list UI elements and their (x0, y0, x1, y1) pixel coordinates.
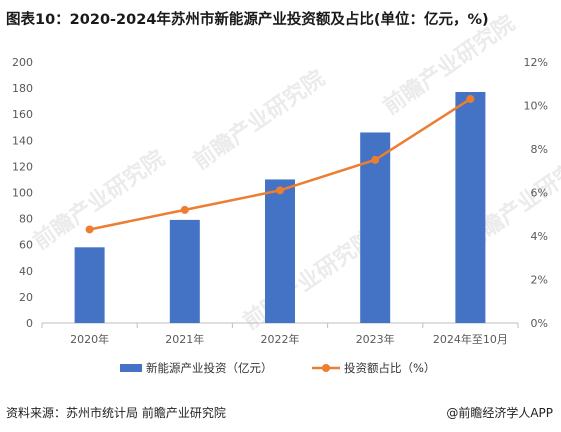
watermark-2: 前瞻产业研究院 (379, 10, 520, 120)
legend-bar-swatch (120, 364, 142, 372)
y-left-tick: 160 (12, 108, 33, 121)
line-point (371, 155, 380, 164)
chart-title: 图表10：2020-2024年苏州市新能源产业投资额及占比(单位：亿元，%) (6, 12, 489, 28)
bar (169, 219, 200, 323)
legend-bar-label: 新能源产业投资（亿元） (146, 361, 273, 375)
brand-credit: @前瞻经济学人APP (446, 406, 553, 420)
bar (455, 92, 486, 323)
x-tick-label: 2020年 (70, 332, 109, 346)
watermark-1: 前瞻产业研究院 (189, 65, 330, 175)
bars (74, 92, 486, 323)
x-tick-label: 2023年 (356, 332, 395, 346)
x-tick-label: 2024年至10月 (433, 332, 508, 346)
legend-line-marker (322, 364, 330, 372)
y-left-tick: 140 (12, 134, 33, 147)
line-point (466, 94, 475, 103)
line-point (180, 205, 189, 214)
y-left-tick: 40 (19, 265, 33, 278)
y-right-tick: 4% (531, 230, 548, 243)
y-right-tick: 2% (531, 274, 548, 287)
x-tick-label: 2021年 (165, 332, 204, 346)
line-point (85, 225, 94, 234)
line-point (276, 186, 284, 195)
y-right-tick: 0% (531, 317, 548, 330)
watermark-3: 前瞻产业研究院 (239, 225, 380, 335)
y-left-tick: 80 (19, 213, 33, 226)
y-left-tick: 200 (12, 56, 33, 69)
legend: 新能源产业投资（亿元） 投资额占比（%） (120, 361, 435, 375)
x-tick-label: 2022年 (261, 332, 300, 346)
y-left-tick: 120 (12, 160, 33, 173)
y-right-tick: 6% (531, 187, 548, 200)
watermark-0: 前瞻产业研究院 (29, 145, 170, 255)
source-note: 资料来源：苏州市统计局 前瞻产业研究院 (6, 406, 226, 420)
y-left-tick: 0 (26, 317, 33, 330)
y-right-tick: 12% (524, 56, 548, 69)
axes: 0 20 40 60 80 100 120 140 160 180 200 0% 2% 4% 6% 8% 10%… (12, 56, 548, 346)
y-right-tick: 10% (524, 100, 548, 113)
y-left-tick: 180 (12, 82, 33, 95)
y-left-tick: 60 (19, 239, 33, 252)
legend-line-label: 投资额占比（%） (344, 361, 435, 375)
y-left-tick: 20 (19, 291, 33, 304)
bar (74, 247, 105, 323)
bar (265, 179, 295, 323)
y-right-tick: 8% (531, 143, 548, 156)
line-series (85, 94, 475, 234)
y-left-tick: 100 (12, 187, 33, 200)
